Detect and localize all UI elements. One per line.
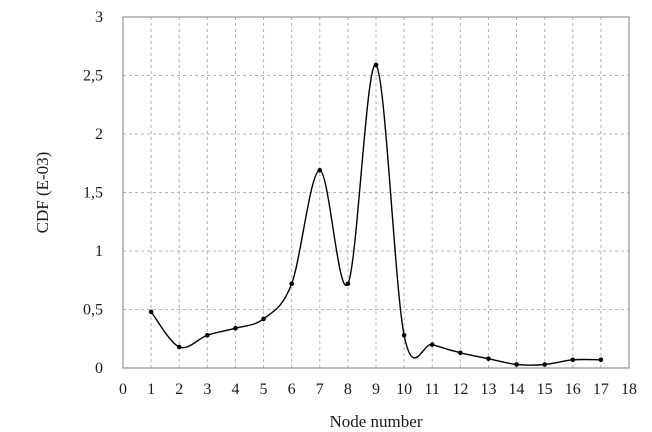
x-tick-label: 4: [231, 381, 239, 398]
y-axis-title: CDF (E-03): [33, 152, 52, 234]
y-tick-label: 0,5: [83, 302, 103, 319]
data-point: [514, 362, 519, 367]
data-point: [401, 332, 407, 338]
y-tick-label: 2,5: [83, 68, 103, 85]
x-tick-label: 16: [565, 381, 581, 398]
data-point: [261, 316, 266, 322]
y-tick-label: 2: [95, 126, 103, 143]
x-tick-label: 18: [621, 381, 637, 398]
data-point: [486, 356, 491, 361]
x-tick-label: 13: [480, 381, 496, 398]
x-tick-label: 1: [147, 381, 155, 398]
y-tick-label: 3: [95, 9, 103, 26]
grid: [123, 17, 629, 368]
x-tick-label: 3: [203, 381, 211, 398]
data-point: [148, 309, 154, 315]
data-point: [233, 325, 238, 331]
x-tick-label: 6: [288, 381, 296, 398]
data-point: [345, 281, 351, 287]
data-point: [429, 342, 435, 347]
data-point: [598, 357, 604, 363]
y-tick-labels: 0 0,5 1 1,5 2 2,5 3: [83, 9, 103, 377]
x-tick-label: 12: [452, 381, 468, 398]
x-tick-label: 15: [537, 381, 553, 398]
x-tick-label: 10: [396, 381, 412, 398]
y-tick-label: 1,5: [83, 185, 103, 202]
data-point: [458, 350, 463, 356]
data-points: [148, 62, 604, 367]
x-tick-label: 0: [119, 381, 127, 398]
x-tick-label: 9: [372, 381, 380, 398]
data-point: [373, 62, 379, 68]
x-tick-label: 14: [509, 381, 525, 398]
y-tick-label: 1: [95, 243, 103, 260]
y-tick-label: 0: [95, 360, 103, 377]
x-tick-labels: 0 1 2 3 4 5 6 7 8 9 10 11 12 13 14 15 16 17 18: [119, 381, 637, 398]
plot-area: [122, 16, 630, 369]
x-tick-label: 5: [260, 381, 268, 398]
x-tick-label: 17: [593, 381, 609, 398]
data-point: [289, 281, 294, 287]
data-point: [205, 332, 210, 338]
data-point: [542, 362, 547, 367]
x-tick-label: 11: [425, 381, 440, 398]
x-tick-label: 7: [316, 381, 324, 398]
x-tick-label: 2: [175, 381, 183, 398]
x-axis-title: Node number: [329, 412, 422, 431]
data-point: [317, 167, 323, 173]
data-point: [176, 344, 182, 350]
data-point: [570, 357, 576, 363]
x-tick-label: 8: [344, 381, 352, 398]
